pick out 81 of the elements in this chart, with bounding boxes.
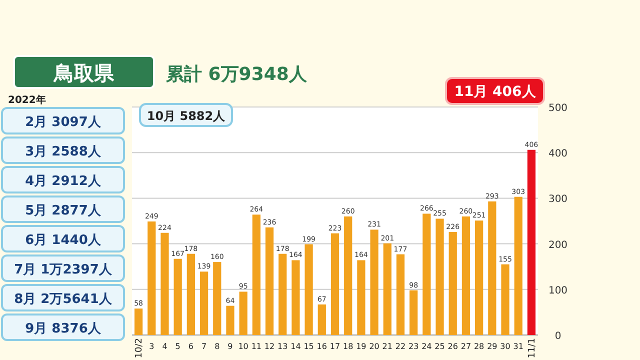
bar [330,233,340,335]
x-tick-label: 21 [382,342,392,351]
y-tick-label: 100 [548,285,568,296]
bar [186,254,195,335]
bar [226,306,234,335]
x-tick-label: 4 [162,342,168,351]
x-tick-label: 25 [434,342,445,351]
bar [527,150,536,335]
text: 3月 2588人 [25,144,102,160]
bar [410,290,418,335]
y-tick-label: 500 [548,103,568,114]
bar [160,232,169,335]
x-tick-label: 7 [201,342,207,351]
x-tick-label: 11/1 [527,338,538,358]
bar [292,260,300,335]
bar [239,292,248,335]
text: 8月 2万5641人 [14,292,113,307]
bar [514,196,522,335]
x-tick-label: 11 [251,342,262,351]
bar [174,258,182,335]
bar [278,254,287,335]
x-tick-label: 27 [460,342,472,351]
bar [370,230,378,335]
x-tick-label: 22 [395,342,406,351]
x-tick-label: 30 [500,342,510,351]
annotation: 10月 5882人 [146,109,226,123]
bar [252,214,260,335]
x-tick-label: 9 [228,342,233,351]
bar [488,201,496,335]
x-tick-label: 19 [356,342,366,351]
x-tick-label: 17 [330,342,340,351]
text: 2022年 [8,94,46,106]
x-tick-label: 5 [175,342,180,351]
y-tick-label: 400 [548,148,568,160]
bar [383,243,392,335]
bar [357,260,366,335]
x-tick-label: 3 [149,342,154,351]
x-tick-label: 14 [290,342,301,351]
bar [501,264,510,335]
bar [475,220,484,335]
x-tick-label: 26 [448,342,458,351]
text: 11月 406人 [454,84,537,100]
bar [462,216,470,335]
bar [304,244,313,335]
y-tick-label: 0 [554,331,562,342]
x-tick-label: 6 [188,342,194,351]
text: 2月 3097人 [25,115,102,130]
bar [200,272,208,335]
bar [265,227,274,335]
x-tick-label: 20 [369,342,380,351]
chart-title: 鳥取県 [53,61,115,85]
text: 6月 1440人 [25,233,102,248]
x-tick-label: 18 [343,342,354,351]
bar [213,262,222,335]
text: 4月 2912人 [25,174,102,189]
x-tick-label: 10/2 [134,338,145,358]
bar [148,221,156,335]
bar [422,214,431,335]
x-tick-label: 15 [304,342,314,351]
x-tick-label: 29 [487,342,498,351]
bar [396,254,405,335]
y-tick-label: 200 [548,240,568,251]
bar [436,218,444,335]
bar [448,232,457,335]
bar [344,216,352,335]
bar [134,308,143,335]
x-tick-label: 13 [278,342,288,351]
x-tick-label: 16 [316,342,327,351]
bar [318,304,326,335]
y-tick-label: 300 [548,194,568,206]
x-tick-label: 23 [408,342,419,351]
x-tick-label: 24 [422,342,432,351]
text: 5月 2877人 [25,204,102,218]
chart-subtitle: 累計 6万9348人 [165,64,308,85]
x-tick-label: 10 [238,342,248,351]
x-tick-label: 8 [214,342,220,351]
x-tick-label: 28 [474,342,484,351]
x-tick-label: 31 [513,342,524,351]
text: 9月 8376人 [25,322,102,336]
x-tick-label: 12 [264,342,275,351]
text: 7月 1万2397人 [14,262,113,278]
